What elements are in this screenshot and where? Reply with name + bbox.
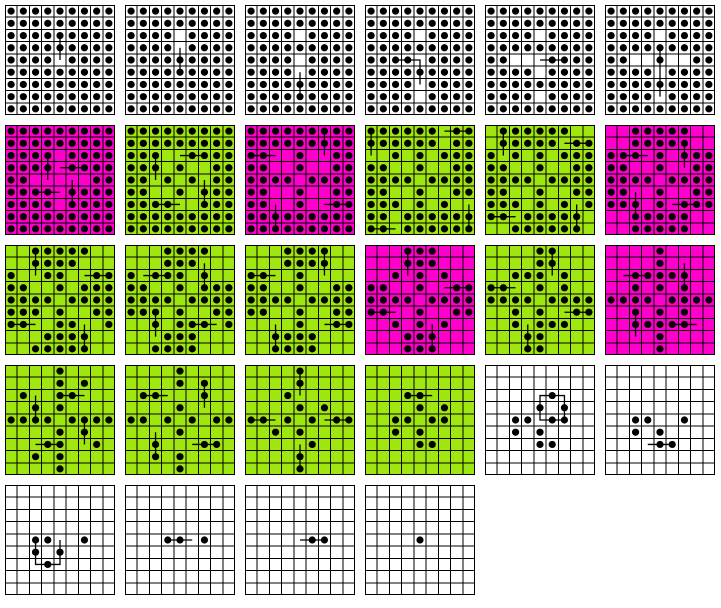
board-svg-14 [125, 245, 235, 355]
board-svg-9 [245, 125, 355, 235]
board-svg-15 [245, 245, 355, 355]
board-15 [245, 245, 355, 355]
board-5 [485, 5, 595, 115]
board-21 [245, 365, 355, 475]
board-svg-18 [605, 245, 715, 355]
board-svg-20 [125, 365, 235, 475]
board-svg-28 [365, 485, 475, 595]
board-16 [365, 245, 475, 355]
board-17 [485, 245, 595, 355]
board-28 [365, 485, 475, 595]
board-svg-13 [5, 245, 115, 355]
board-svg-4 [365, 5, 475, 115]
board-svg-23 [485, 365, 595, 475]
board-svg-5 [485, 5, 595, 115]
board-svg-1 [5, 5, 115, 115]
board-25 [5, 485, 115, 595]
board-14 [125, 245, 235, 355]
board-2 [125, 5, 235, 115]
board-23 [485, 365, 595, 475]
board-9 [245, 125, 355, 235]
board-18 [605, 245, 715, 355]
board-svg-12 [605, 125, 715, 235]
board-1 [5, 5, 115, 115]
board-svg-25 [5, 485, 115, 595]
board-13 [5, 245, 115, 355]
board-8 [125, 125, 235, 235]
board-svg-16 [365, 245, 475, 355]
board-19 [5, 365, 115, 475]
board-svg-6 [605, 5, 715, 115]
board-svg-24 [605, 365, 715, 475]
board-svg-11 [485, 125, 595, 235]
board-27 [245, 485, 355, 595]
board-svg-10 [365, 125, 475, 235]
board-7 [5, 125, 115, 235]
board-svg-7 [5, 125, 115, 235]
board-svg-2 [125, 5, 235, 115]
board-svg-22 [365, 365, 475, 475]
board-4 [365, 5, 475, 115]
board-svg-27 [245, 485, 355, 595]
board-svg-21 [245, 365, 355, 475]
board-12 [605, 125, 715, 235]
board-svg-26 [125, 485, 235, 595]
board-22 [365, 365, 475, 475]
board-26 [125, 485, 235, 595]
board-svg-17 [485, 245, 595, 355]
board-svg-8 [125, 125, 235, 235]
board-10 [365, 125, 475, 235]
board-20 [125, 365, 235, 475]
board-svg-3 [245, 5, 355, 115]
board-24 [605, 365, 715, 475]
board-svg-19 [5, 365, 115, 475]
board-3 [245, 5, 355, 115]
board-6 [605, 5, 715, 115]
board-11 [485, 125, 595, 235]
